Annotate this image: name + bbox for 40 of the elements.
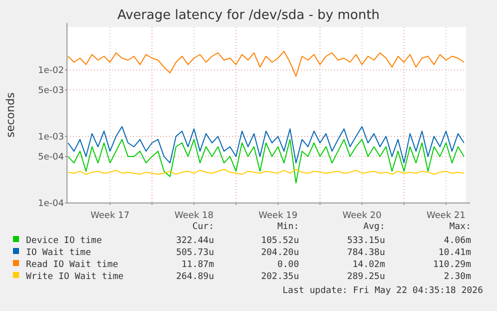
x-tick-label: Week 21	[426, 211, 466, 221]
text: 505.73u	[176, 248, 214, 258]
x-tick-label: Week 20	[342, 211, 382, 221]
x-tick-label: Week 19	[258, 211, 298, 221]
text: 14.02m	[352, 260, 385, 270]
line-series	[68, 50, 464, 77]
legend-label: Read IO Wait time	[26, 260, 118, 270]
chart-title: Average latency for /dev/sda - by month	[117, 8, 380, 23]
y-axis-title: seconds	[4, 92, 17, 138]
line-series	[68, 126, 464, 164]
text: 4.06m	[444, 236, 471, 246]
x-tick-label: Week 17	[90, 211, 130, 221]
y-tick-label: 5e-03	[38, 86, 64, 96]
y-tick-label: 1e-03	[38, 132, 64, 143]
text: 533.15u	[347, 236, 385, 246]
text: 110.29m	[433, 260, 471, 270]
line-series	[68, 138, 464, 184]
text: 202.35u	[261, 272, 299, 282]
text: 2.30m	[444, 272, 471, 282]
text: 204.20u	[261, 248, 299, 258]
text: Max:	[449, 222, 471, 232]
text: 105.52u	[261, 236, 299, 246]
text: Last update: Fri May 22 04:35:18 2026	[282, 286, 483, 296]
legend-label: IO Wait time	[26, 248, 92, 258]
legend-label: Write IO Wait time	[26, 272, 124, 282]
text: 289.25u	[347, 272, 385, 282]
text: 264.89u	[176, 272, 214, 282]
x-tick-label: Week 18	[174, 211, 214, 221]
y-tick-label: 5e-04	[38, 152, 64, 163]
text: Cur:	[192, 222, 214, 232]
y-tick-label: 1e-02	[38, 66, 64, 76]
text: 0.00	[277, 260, 299, 270]
text: 322.44u	[176, 236, 214, 246]
text: 784.38u	[347, 248, 385, 258]
text: 10.41m	[438, 248, 471, 258]
text: Avg:	[363, 222, 385, 232]
text: 11.87m	[181, 260, 214, 270]
y-tick-label: 1e-04	[38, 199, 64, 210]
legend-label: Device IO time	[26, 236, 102, 246]
text: Min:	[277, 222, 299, 232]
